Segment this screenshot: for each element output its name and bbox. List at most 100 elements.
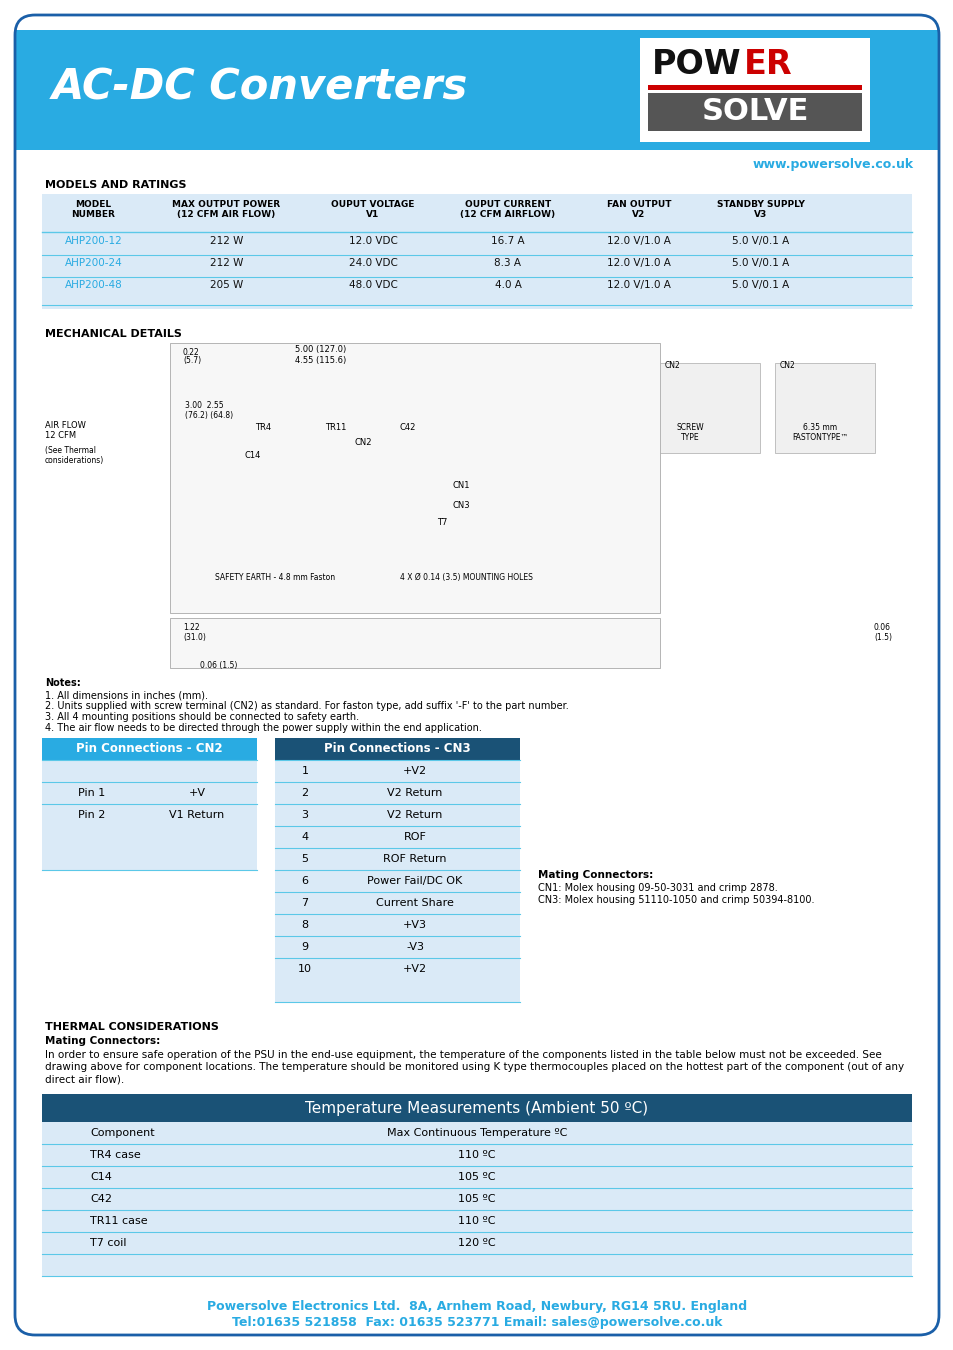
Text: TR11 case: TR11 case bbox=[90, 1216, 148, 1226]
Bar bbox=[274, 805, 519, 826]
Text: C14: C14 bbox=[90, 1172, 112, 1183]
Bar bbox=[274, 958, 519, 980]
Text: 12.0 VDC: 12.0 VDC bbox=[348, 236, 397, 246]
Text: www.powersolve.co.uk: www.powersolve.co.uk bbox=[752, 158, 913, 171]
Bar bbox=[659, 363, 760, 454]
Text: 5.00 (127.0): 5.00 (127.0) bbox=[294, 346, 346, 354]
Text: Pin 2: Pin 2 bbox=[78, 810, 106, 819]
Text: 12.0 V/1.0 A: 12.0 V/1.0 A bbox=[606, 236, 670, 246]
Text: Temperature Measurements (Ambient 50 ºC): Temperature Measurements (Ambient 50 ºC) bbox=[305, 1100, 648, 1115]
Text: 205 W: 205 W bbox=[210, 279, 243, 290]
Text: 212 W: 212 W bbox=[210, 258, 243, 269]
Text: 3. All 4 mounting positions should be connected to safety earth.: 3. All 4 mounting positions should be co… bbox=[45, 711, 358, 722]
Text: Current Share: Current Share bbox=[375, 898, 454, 909]
Text: TR4 case: TR4 case bbox=[90, 1150, 141, 1160]
Text: 0.06
(1.5): 0.06 (1.5) bbox=[873, 622, 891, 643]
Text: FAN OUTPUT
V2: FAN OUTPUT V2 bbox=[606, 200, 671, 220]
Text: Pin Connections - CN3: Pin Connections - CN3 bbox=[324, 743, 471, 756]
Text: 2: 2 bbox=[301, 788, 308, 798]
Text: MODEL
NUMBER: MODEL NUMBER bbox=[71, 200, 115, 220]
Bar bbox=[774, 363, 874, 454]
Text: 4. The air flow needs to be directed through the power supply within the end app: 4. The air flow needs to be directed thr… bbox=[45, 724, 481, 733]
Bar bbox=[42, 1094, 911, 1122]
Bar bbox=[42, 1210, 911, 1233]
Text: CN2: CN2 bbox=[780, 360, 795, 370]
Text: SAFETY EARTH - 4.8 mm Faston: SAFETY EARTH - 4.8 mm Faston bbox=[214, 572, 335, 582]
Text: 1.22
(31.0): 1.22 (31.0) bbox=[183, 622, 206, 643]
Text: SCREW
TYPE: SCREW TYPE bbox=[676, 423, 703, 443]
Bar bbox=[274, 892, 519, 914]
Text: AHP200-48: AHP200-48 bbox=[65, 279, 122, 290]
Text: 120 ºC: 120 ºC bbox=[457, 1238, 496, 1247]
Bar bbox=[274, 848, 519, 869]
Text: 8.3 A: 8.3 A bbox=[494, 258, 521, 269]
Bar bbox=[274, 869, 519, 892]
Text: AC-DC Converters: AC-DC Converters bbox=[52, 68, 468, 109]
Text: MODELS AND RATINGS: MODELS AND RATINGS bbox=[45, 180, 186, 190]
Bar bbox=[274, 914, 519, 936]
Bar bbox=[42, 1166, 911, 1188]
Bar bbox=[274, 980, 519, 1002]
Bar bbox=[42, 805, 256, 826]
Text: CN1: Molex housing 09-50-3031 and crimp 2878.: CN1: Molex housing 09-50-3031 and crimp … bbox=[537, 883, 777, 892]
Text: Pin Connections - CN2: Pin Connections - CN2 bbox=[76, 743, 223, 756]
Text: MAX OUTPUT POWER
(12 CFM AIR FLOW): MAX OUTPUT POWER (12 CFM AIR FLOW) bbox=[172, 200, 280, 220]
Text: drawing above for component locations. The temperature should be monitored using: drawing above for component locations. T… bbox=[45, 1062, 903, 1072]
Bar bbox=[274, 760, 519, 782]
Text: Pin 1: Pin 1 bbox=[78, 788, 106, 798]
Text: Power Fail/DC OK: Power Fail/DC OK bbox=[367, 876, 462, 886]
Text: 4: 4 bbox=[301, 832, 308, 842]
Text: 212 W: 212 W bbox=[210, 236, 243, 246]
Bar bbox=[42, 1254, 911, 1276]
Bar bbox=[42, 760, 256, 782]
Bar bbox=[274, 738, 519, 760]
Bar bbox=[647, 93, 862, 131]
Text: 4.55 (115.6): 4.55 (115.6) bbox=[294, 356, 346, 365]
Text: Mating Connectors:: Mating Connectors: bbox=[45, 1035, 160, 1046]
Text: 48.0 VDC: 48.0 VDC bbox=[348, 279, 397, 290]
Bar bbox=[42, 194, 911, 309]
Text: 6.35 mm
FASTONTYPE™: 6.35 mm FASTONTYPE™ bbox=[791, 423, 847, 443]
Bar bbox=[42, 1143, 911, 1166]
Bar bbox=[170, 618, 659, 668]
Text: (See Thermal
considerations): (See Thermal considerations) bbox=[45, 446, 104, 466]
Text: 3.00  2.55
(76.2) (64.8): 3.00 2.55 (76.2) (64.8) bbox=[185, 401, 233, 420]
Text: THERMAL CONSIDERATIONS: THERMAL CONSIDERATIONS bbox=[45, 1022, 218, 1031]
Text: 4 X Ø 0.14 (3.5) MOUNTING HOLES: 4 X Ø 0.14 (3.5) MOUNTING HOLES bbox=[399, 572, 533, 582]
Text: 16.7 A: 16.7 A bbox=[491, 236, 524, 246]
Text: 5.0 V/0.1 A: 5.0 V/0.1 A bbox=[732, 236, 789, 246]
Bar bbox=[639, 38, 869, 142]
Text: CN2: CN2 bbox=[664, 360, 680, 370]
Text: 6: 6 bbox=[301, 876, 308, 886]
Text: In order to ensure safe operation of the PSU in the end-use equipment, the tempe: In order to ensure safe operation of the… bbox=[45, 1050, 881, 1060]
Text: 110 ºC: 110 ºC bbox=[457, 1150, 496, 1160]
Text: AHP200-12: AHP200-12 bbox=[65, 236, 122, 246]
Text: CN3: Molex housing 51110-1050 and crimp 50394-8100.: CN3: Molex housing 51110-1050 and crimp … bbox=[537, 895, 814, 905]
Text: C42: C42 bbox=[399, 423, 416, 432]
Text: V1 Return: V1 Return bbox=[170, 810, 224, 819]
Text: 4.0 A: 4.0 A bbox=[494, 279, 521, 290]
Text: 8: 8 bbox=[301, 919, 308, 930]
Bar bbox=[15, 30, 938, 150]
Text: +V2: +V2 bbox=[402, 964, 427, 973]
Text: Powersolve Electronics Ltd.  8A, Arnhem Road, Newbury, RG14 5RU. England: Powersolve Electronics Ltd. 8A, Arnhem R… bbox=[207, 1300, 746, 1314]
Bar bbox=[42, 738, 256, 760]
Text: +V3: +V3 bbox=[402, 919, 427, 930]
Text: T7 coil: T7 coil bbox=[90, 1238, 127, 1247]
Bar bbox=[170, 343, 659, 613]
Text: 105 ºC: 105 ºC bbox=[457, 1193, 496, 1204]
Text: 24.0 VDC: 24.0 VDC bbox=[348, 258, 397, 269]
Text: Component: Component bbox=[90, 1129, 154, 1138]
Bar bbox=[274, 782, 519, 805]
Text: 9: 9 bbox=[301, 942, 308, 952]
Text: ER: ER bbox=[743, 49, 792, 81]
Text: 12.0 V/1.0 A: 12.0 V/1.0 A bbox=[606, 258, 670, 269]
Text: OUPUT VOLTAGE
V1: OUPUT VOLTAGE V1 bbox=[331, 200, 415, 220]
Bar bbox=[42, 782, 256, 805]
Bar bbox=[647, 85, 862, 90]
Text: Notes:: Notes: bbox=[45, 678, 81, 688]
Bar bbox=[274, 826, 519, 848]
Text: ROF: ROF bbox=[403, 832, 426, 842]
Text: 1: 1 bbox=[301, 765, 308, 776]
Text: CN1: CN1 bbox=[453, 481, 470, 490]
